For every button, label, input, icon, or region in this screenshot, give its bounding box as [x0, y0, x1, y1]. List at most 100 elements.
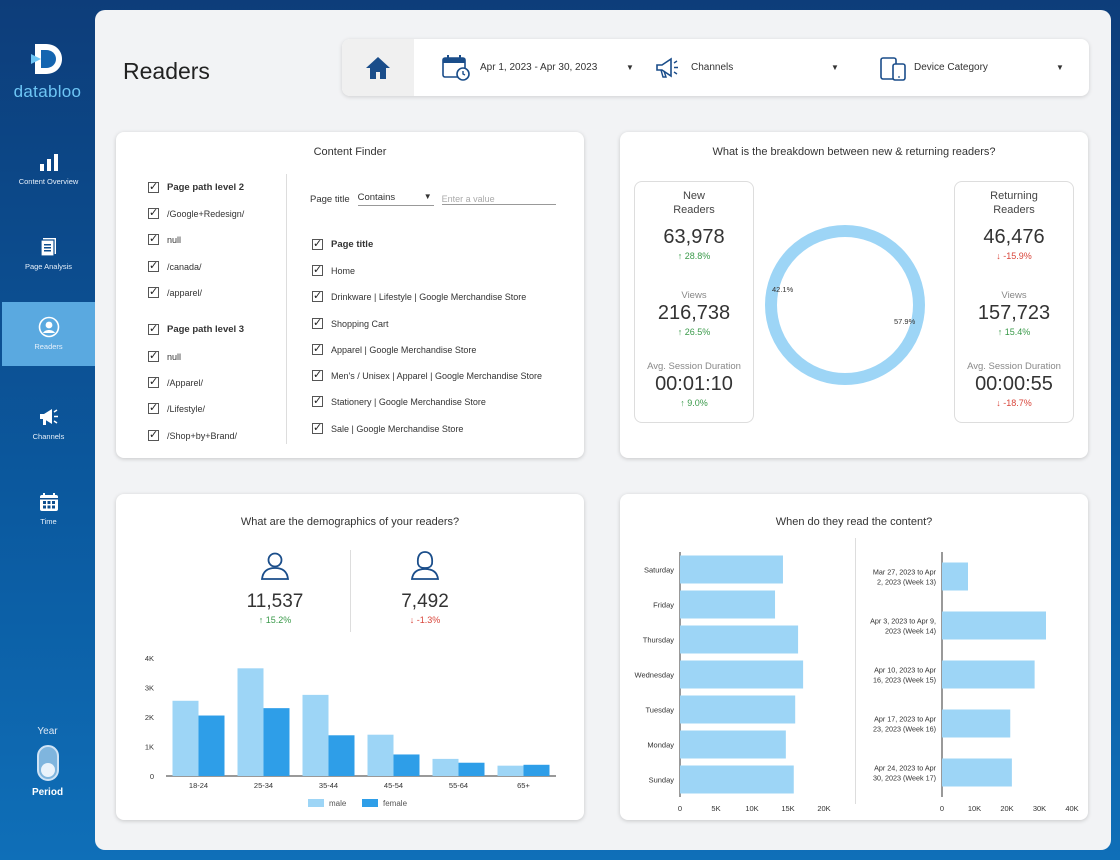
list-item-label: /apparel/: [167, 287, 203, 298]
checkbox[interactable]: [148, 206, 159, 219]
bar: [680, 765, 794, 794]
column-header: Page path level 2: [167, 182, 245, 193]
new-returning-breakdown-card: What is the breakdown between new & retu…: [620, 132, 1088, 458]
list-item[interactable]: Sale | Google Merchandise Store: [312, 421, 463, 434]
bar-male: [367, 734, 394, 776]
list-item-label: Men's / Unisex | Apparel | Google Mercha…: [331, 370, 542, 381]
checkbox[interactable]: [312, 342, 323, 355]
checkbox[interactable]: [148, 349, 159, 362]
list-item-label: /Google+Redesign/: [167, 208, 245, 219]
list-item[interactable]: /Lifestyle/: [148, 401, 205, 414]
list-item[interactable]: /Apparel/: [148, 375, 203, 388]
period-label: Period: [31, 787, 64, 798]
y-tick-label: Thursday: [643, 636, 675, 645]
page-title-header[interactable]: Page title: [312, 237, 373, 250]
sidebar-item-label: Content Overview: [18, 177, 79, 186]
list-item[interactable]: Stationery | Google Merchandise Store: [312, 394, 486, 407]
date-range-filter[interactable]: Apr 1, 2023 - Apr 30, 2023 ▼: [442, 39, 638, 96]
list-item-label: null: [167, 351, 182, 362]
checkbox[interactable]: [148, 322, 159, 335]
page-title-search-input[interactable]: [441, 193, 556, 205]
bar-female: [198, 715, 225, 776]
brand-logo[interactable]: databloo: [0, 40, 95, 102]
female-readers-stat: 7,492 ↓ -1.3%: [355, 550, 495, 625]
checkbox[interactable]: [148, 285, 159, 298]
x-tick-label: 10K: [745, 804, 758, 813]
page-path-level3-header[interactable]: Page path level 3: [148, 322, 244, 335]
sidebar-item-label: Readers: [34, 342, 63, 351]
checkbox[interactable]: [148, 259, 159, 272]
new-readers-label: New Readers: [673, 190, 715, 216]
x-tick-label: 45-54: [384, 781, 403, 790]
day-of-week-bar-chart: Saturday Friday Thursday Wednesday Tuesday Mo…: [635, 552, 831, 813]
y-tick-label-line: Apr 17, 2023 to Apr: [874, 715, 937, 724]
sidebar-item-channels[interactable]: Channels: [2, 392, 95, 456]
new-views-delta: ↑ 26.5%: [677, 327, 711, 337]
checkbox[interactable]: [312, 263, 323, 276]
list-item[interactable]: null: [148, 232, 181, 245]
sidebar-item-page-analysis[interactable]: Page Analysis: [2, 222, 95, 286]
list-item[interactable]: Home: [312, 263, 356, 276]
checkbox[interactable]: [148, 401, 159, 414]
checkbox[interactable]: [312, 237, 323, 250]
databloo-logo-icon: [29, 40, 67, 78]
sidebar-item-time[interactable]: Time: [2, 477, 95, 541]
checkbox[interactable]: [148, 375, 159, 388]
checkbox[interactable]: [148, 428, 159, 441]
y-tick-label: 3K: [145, 684, 154, 693]
y-tick-label-line: 23, 2023 (Week 16): [873, 725, 936, 734]
y-tick-label-line: 2023 (Week 14): [885, 627, 936, 636]
bar-chart-icon: [38, 151, 60, 173]
list-item[interactable]: /apparel/: [148, 285, 203, 298]
checkbox[interactable]: [312, 421, 323, 434]
list-item[interactable]: Drinkware | Lifestyle | Google Merchandi…: [312, 289, 526, 302]
checkbox[interactable]: [148, 180, 159, 193]
page-title: Readers: [123, 58, 210, 84]
list-item-label: /Shop+by+Brand/: [167, 430, 238, 441]
checkbox[interactable]: [312, 316, 323, 329]
document-icon: [38, 236, 60, 258]
bar-female: [393, 754, 420, 776]
calendar-clock-icon: [442, 54, 470, 81]
list-item-label: Home: [331, 265, 356, 276]
x-tick-label: 55-64: [449, 781, 468, 790]
list-item[interactable]: Shopping Cart: [312, 316, 389, 329]
list-item-label: Shopping Cart: [331, 318, 389, 329]
date-range-value: Apr 1, 2023 - Apr 30, 2023: [480, 62, 598, 73]
bar: [942, 709, 1011, 738]
channels-filter[interactable]: Channels ▼: [655, 39, 841, 96]
period-toggle-block: Year Period: [0, 726, 95, 798]
demographics-card: What are the demographics of your reader…: [116, 494, 584, 820]
new-readers-delta: ↑ 28.8%: [677, 251, 711, 261]
list-item[interactable]: /canada/: [148, 259, 202, 272]
legend-label-male: male: [329, 799, 347, 808]
returning-readers-label: Returning Readers: [990, 190, 1038, 216]
list-item[interactable]: null: [148, 349, 182, 362]
megaphone-icon: [38, 406, 60, 428]
checkbox[interactable]: [312, 394, 323, 407]
checkbox[interactable]: [148, 232, 159, 245]
breakdown-title: What is the breakdown between new & retu…: [712, 146, 996, 158]
list-item[interactable]: Apparel | Google Merchandise Store: [312, 342, 476, 355]
age-gender-bar-chart: 0 1K 2K 3K 4K 18-24 25-34 35-44 45-54 55-64 65+ mal…: [145, 654, 556, 808]
sidebar-item-readers[interactable]: Readers: [2, 302, 95, 366]
sidebar-item-content-overview[interactable]: Content Overview: [2, 137, 95, 201]
returning-duration-label: Avg. Session Duration: [967, 361, 1061, 372]
bar-female: [263, 708, 290, 776]
page-path-level2-header[interactable]: Page path level 2: [148, 180, 245, 193]
operator-value: Contains: [357, 192, 396, 203]
bar-male: [172, 700, 199, 776]
checkbox[interactable]: [312, 368, 323, 381]
home-button[interactable]: [342, 39, 414, 96]
list-item[interactable]: /Shop+by+Brand/: [148, 428, 238, 441]
y-tick-label: Saturday: [644, 566, 674, 575]
period-toggle[interactable]: [36, 745, 59, 781]
page-title-operator-select[interactable]: Contains ▼: [357, 192, 434, 206]
returning-duration-value: 00:00:55: [975, 373, 1053, 395]
list-item[interactable]: Men's / Unisex | Apparel | Google Mercha…: [312, 368, 542, 381]
sidebar: databloo Content Overview Page Analysis …: [0, 0, 95, 860]
list-item[interactable]: /Google+Redesign/: [148, 206, 245, 219]
y-tick-label-line: 30, 2023 (Week 17): [873, 774, 936, 783]
device-category-filter[interactable]: Device Category ▼: [880, 39, 1070, 96]
checkbox[interactable]: [312, 289, 323, 302]
